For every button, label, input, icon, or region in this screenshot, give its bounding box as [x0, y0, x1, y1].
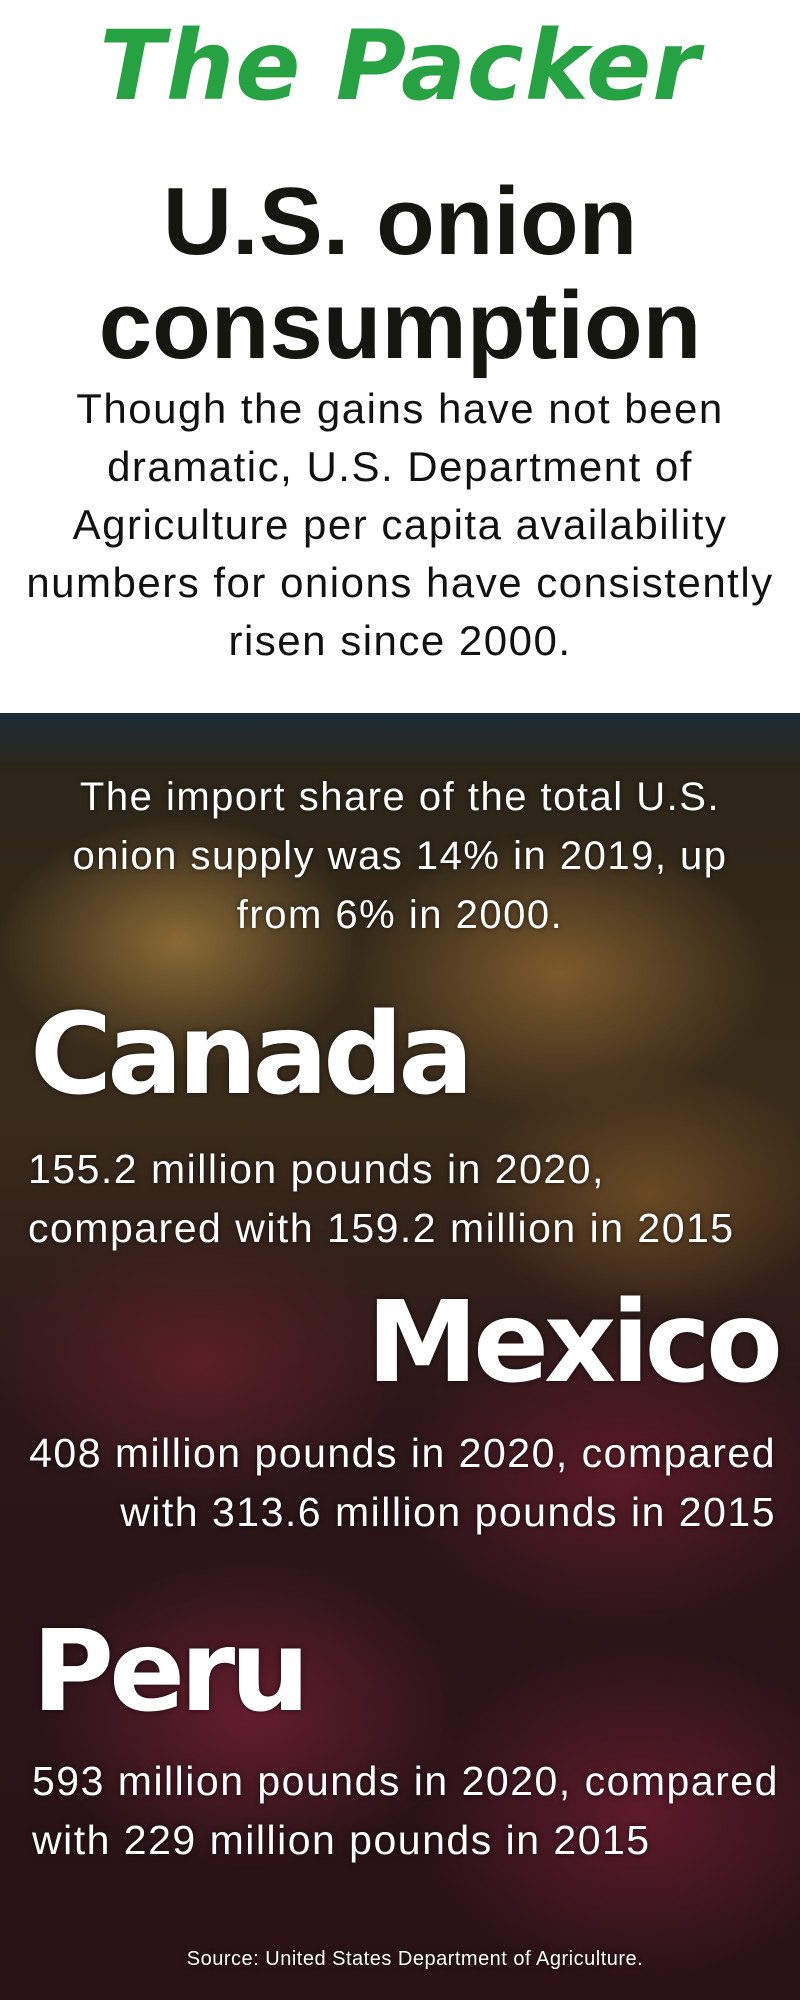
- country-text-peru: 593 million pounds in 2020, compared wit…: [32, 1758, 779, 1863]
- the-packer-logo: The Packer: [99, 10, 701, 122]
- import-share-text: The import share of the total U.S. onion…: [72, 775, 728, 937]
- country-heading-peru: Peru: [32, 1607, 310, 1737]
- page-title: U.S. onion consumption: [98, 168, 702, 379]
- source-note: Source: United States Department of Agri…: [186, 1948, 644, 1970]
- country-heading-canada: Canada: [30, 990, 474, 1120]
- onion-background-photo: [0, 713, 800, 2000]
- country-heading-mexico: Mexico: [366, 1278, 783, 1408]
- intro-text: Though the gains have not been dramatic,…: [26, 385, 774, 664]
- country-text-mexico: 408 million pounds in 2020, compared wit…: [29, 1430, 776, 1535]
- country-text-canada: 155.2 million pounds in 2020, compared w…: [28, 1146, 735, 1251]
